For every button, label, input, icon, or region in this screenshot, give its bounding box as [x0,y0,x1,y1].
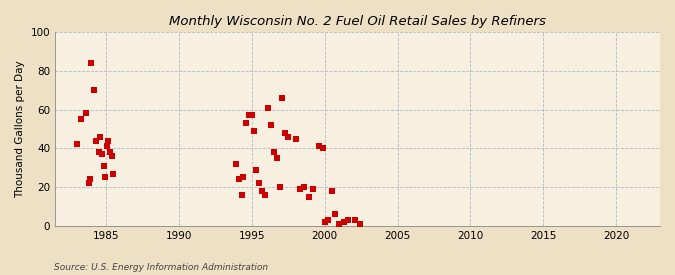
Point [308,187,319,191]
Point [254,181,265,185]
Point [283,134,294,139]
Point [263,105,273,110]
Point [294,187,305,191]
Point [280,131,291,135]
Point [72,142,82,147]
Point [97,152,108,156]
Point [338,220,349,224]
Point [101,144,112,148]
Point [274,185,285,189]
Point [290,136,301,141]
Text: Source: U.S. Energy Information Administration: Source: U.S. Energy Information Administ… [54,263,268,272]
Point [354,222,365,226]
Point [236,193,247,197]
Point [86,61,97,65]
Point [105,150,115,154]
Point [80,111,91,116]
Point [100,175,111,180]
Point [84,177,95,182]
Point [76,117,86,122]
Point [108,171,119,176]
Y-axis label: Thousand Gallons per Day: Thousand Gallons per Day [15,60,25,198]
Point [265,123,276,127]
Point [89,88,100,92]
Point [246,113,257,117]
Point [334,222,345,226]
Point [99,164,109,168]
Point [299,185,310,189]
Point [238,175,248,180]
Point [303,195,314,199]
Point [248,129,259,133]
Point [107,154,117,158]
Point [268,150,279,154]
Title: Monthly Wisconsin No. 2 Fuel Oil Retail Sales by Refiners: Monthly Wisconsin No. 2 Fuel Oil Retail … [169,15,546,28]
Point [95,134,105,139]
Point [103,138,113,143]
Point [90,138,101,143]
Point [318,146,329,150]
Point [83,181,94,185]
Point [240,121,251,125]
Point [319,220,330,224]
Point [251,167,262,172]
Point [244,113,254,117]
Point [230,162,241,166]
Point [277,96,288,100]
Point [350,218,360,222]
Point [93,150,104,154]
Point [343,218,354,222]
Point [260,193,271,197]
Point [271,156,282,160]
Point [322,218,333,222]
Point [327,189,338,193]
Point [313,144,324,148]
Point [256,189,267,193]
Point [234,177,244,182]
Point [329,212,340,216]
